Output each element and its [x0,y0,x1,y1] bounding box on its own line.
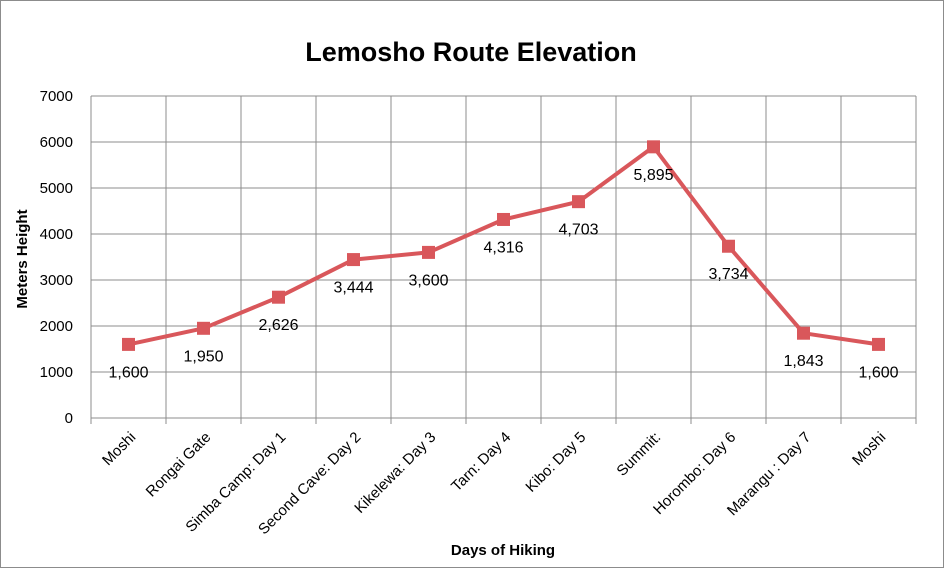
data-point [422,245,435,259]
data-point [347,253,360,267]
data-label: 1,600 [108,364,148,381]
y-tick-label: 2000 [40,318,73,335]
data-label: 4,703 [558,222,598,239]
chart-title: Lemosho Route Elevation [305,37,637,67]
data-point [872,337,885,351]
data-label: 5,895 [633,167,673,184]
y-tick-label: 5000 [40,180,73,197]
data-label: 1,600 [858,364,898,381]
data-label: 1,843 [783,353,823,370]
data-point [497,212,510,226]
data-point [272,290,285,304]
data-point-markers [122,140,885,351]
x-tick-label: Kikelewa: Day 3 [351,429,439,517]
data-point [722,239,735,253]
data-label: 3,444 [333,280,373,297]
data-label: 2,626 [258,317,298,334]
y-tick-label: 6000 [40,134,73,151]
data-label: 1,950 [183,348,223,365]
y-axis-title: Meters Height [14,209,31,308]
data-point [572,195,585,209]
x-tick-label: Tarn: Day 4 [448,429,514,495]
x-tick-label: Rongai Gate [143,429,215,501]
data-label: 4,316 [483,239,523,256]
gridlines [90,95,917,424]
y-tick-label: 1000 [40,364,73,381]
data-label: 3,600 [408,272,448,289]
x-tick-label: Moshi [99,429,139,469]
data-label: 3,734 [708,266,748,283]
y-tick-label: 0 [65,410,73,427]
data-point [797,326,810,340]
data-point [197,321,210,335]
y-tick-label: 4000 [40,226,73,243]
y-tick-label: 7000 [40,88,73,105]
y-tick-label: 3000 [40,272,73,289]
x-tick-label: Moshi [849,429,889,469]
data-point [122,337,135,351]
x-tick-label: Kibo: Day 5 [522,429,589,496]
x-tick-label: Summit: [613,429,664,480]
x-axis-title: Days of Hiking [451,542,555,559]
y-axis-tick-labels: 0 1000 2000 3000 4000 5000 6000 7000 [40,88,73,427]
data-labels: 1,600 1,950 2,626 3,444 3,600 4,316 4,703 5,895… [108,167,898,382]
data-point [647,140,660,154]
